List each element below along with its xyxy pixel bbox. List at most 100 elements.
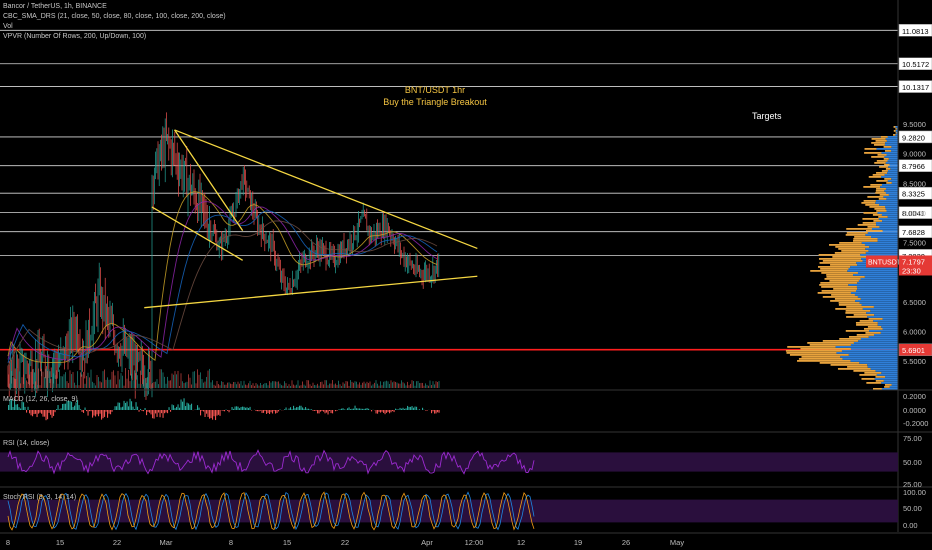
volume-bar <box>252 383 254 388</box>
vpvr-bar-down <box>879 166 889 168</box>
vpvr-bar-up <box>896 132 898 134</box>
macd-hist-bar <box>161 410 163 414</box>
macd-label[interactable]: MACD (12, 26, close, 9) <box>3 396 78 403</box>
macd-hist-bar <box>246 407 248 410</box>
macd-hist-bar <box>137 406 139 410</box>
vpvr-bar-up <box>856 286 898 288</box>
macd-hist-bar <box>336 410 338 411</box>
triangle-upper-line <box>174 129 478 250</box>
vpvr-bar-up <box>890 168 898 170</box>
macd-hist-bar <box>393 410 395 413</box>
macd-hist-bar <box>389 410 391 414</box>
macd-hist-bar <box>24 406 26 410</box>
volume-bar <box>45 368 47 388</box>
x-tick-label-2: 22 <box>113 538 121 547</box>
macd-hist-bar <box>50 410 52 415</box>
vpvr-bar-down <box>853 370 876 372</box>
indicator-vol-label[interactable]: Vol <box>3 23 13 30</box>
macd-hist-bar <box>332 410 334 414</box>
vpvr-bar-down <box>862 222 876 224</box>
indicator-vpvr-label[interactable]: VPVR (Number Of Rows, 200, Up/Down, 100) <box>3 33 147 40</box>
macd-hist-bar <box>305 407 307 410</box>
vpvr-bar-up <box>880 186 898 188</box>
macd-hist-bar <box>242 406 244 410</box>
vpvr-bar-up <box>882 230 898 232</box>
vpvr-bar-down <box>873 388 882 390</box>
vpvr-bar-down <box>797 360 851 362</box>
volume-bar <box>27 381 29 388</box>
volume-bar <box>54 375 56 388</box>
vpvr-bar-up <box>891 146 898 148</box>
volume-bar <box>197 369 198 388</box>
macd-hist-bar <box>368 408 370 410</box>
volume-bar <box>231 384 233 388</box>
macd-hist-bar <box>330 410 332 414</box>
svg-text:7.6828: 7.6828 <box>902 228 925 237</box>
vpvr-bar-down <box>876 180 888 182</box>
vpvr-bar-up <box>868 250 898 252</box>
level-price-tag-4: 8.7966 <box>898 159 932 172</box>
macd-hist-bar <box>210 410 212 419</box>
vpvr-bar-down <box>883 158 889 160</box>
vpvr-bar-up <box>877 240 898 242</box>
volume-bar <box>152 383 153 388</box>
macd-hist-bar <box>57 405 59 410</box>
volume-bar <box>198 374 200 388</box>
vpvr-bar-up <box>885 142 898 144</box>
volume-bar <box>33 385 35 388</box>
macd-hist-bar <box>342 408 344 410</box>
vpvr-bar-down <box>829 244 865 246</box>
macd-panel <box>8 398 440 421</box>
macd-hist-bar <box>381 410 383 412</box>
svg-text:8.3325: 8.3325 <box>902 190 925 199</box>
volume-bar <box>291 380 293 388</box>
vpvr-bar-up <box>877 212 898 214</box>
vpvr-bar-up <box>848 284 898 286</box>
vpvr-bar-up <box>877 238 898 240</box>
vpvr-bar-up <box>879 204 898 206</box>
volume-bar <box>48 369 50 388</box>
volume-bar <box>305 385 306 388</box>
vpvr-bar-up <box>857 272 898 274</box>
macd-hist-bar <box>126 401 128 410</box>
vpvr-bar-down <box>854 236 871 238</box>
macd-hist-bar <box>201 410 203 411</box>
indicator-sma-label[interactable]: CBC_SMA_DRS (21, close, 50, close, 80, c… <box>3 13 226 20</box>
macd-hist-bar <box>20 408 22 410</box>
stoch-rsi-label[interactable]: Stoch RSI (3, 3, 14, 14) <box>3 494 77 501</box>
macd-hist-bar <box>77 400 79 410</box>
volume-bar <box>257 384 258 388</box>
macd-hist-bar <box>315 410 317 411</box>
volume-bar <box>438 381 440 388</box>
macd-hist-bar <box>158 410 160 413</box>
macd-hist-bar <box>128 406 130 410</box>
volume-bar <box>138 383 140 388</box>
macd-hist-bar <box>71 401 73 410</box>
vpvr-bar-up <box>876 148 898 150</box>
vpvr-bar-down <box>841 250 869 252</box>
volume-bar <box>248 383 249 388</box>
volume-bar <box>239 383 240 388</box>
volume-bar <box>8 374 9 388</box>
macd-hist-bar <box>110 410 112 415</box>
macd-hist-bar <box>185 406 187 410</box>
vpvr-bar-down <box>838 248 866 250</box>
rsi-label[interactable]: RSI (14, close) <box>3 440 50 447</box>
volume-bar <box>18 371 20 388</box>
volume-bar <box>108 379 110 388</box>
macd-hist-bar <box>308 408 310 410</box>
vpvr-bar-up <box>860 298 898 300</box>
volume-bar <box>165 383 167 388</box>
vpvr-bar-down <box>847 366 868 368</box>
macd-hist-bar <box>125 402 127 410</box>
macd-hist-bar <box>270 410 272 413</box>
volume-bar <box>98 377 99 388</box>
rsi-line <box>7 449 535 475</box>
macd-hist-bar <box>54 410 56 413</box>
vpvr-bar-down <box>865 332 881 334</box>
volume-bar <box>314 384 315 388</box>
level-price-tag-1: 10.5172 <box>898 57 932 70</box>
volume-bar <box>15 379 17 388</box>
macd-hist-bar <box>80 409 82 410</box>
